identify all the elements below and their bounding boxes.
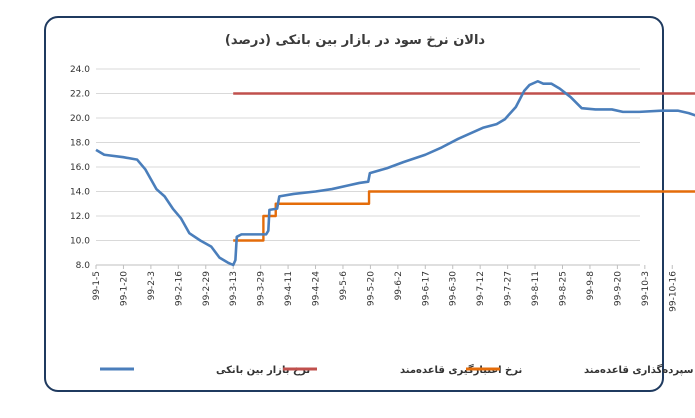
- x-tick-label: 99-1-20: [119, 271, 129, 306]
- x-tick-label: 99-2-3: [147, 271, 157, 300]
- x-tick-label: 99-10-3: [641, 271, 651, 306]
- x-tick-label: 99-2-29: [202, 271, 212, 306]
- y-tick-label: 20.0: [70, 114, 90, 124]
- y-tick-label: 18.0: [70, 139, 90, 149]
- y-tick-label: 16.0: [70, 163, 90, 173]
- y-tick-label: 14.0: [70, 188, 90, 198]
- legend-label: نرخ بازار بین بانکی: [216, 365, 310, 376]
- x-tick-label: 99-6-2: [394, 271, 404, 300]
- x-tick-label: 99-4-24: [312, 271, 322, 306]
- x-tick-label: 99-7-27: [504, 271, 514, 306]
- x-tick-label: 99-8-11: [531, 271, 541, 306]
- y-tick-label: 12.0: [70, 212, 90, 222]
- x-tick-label: 99-5-20: [366, 271, 376, 306]
- series-line-0: [95, 79, 695, 267]
- x-tick-label: 99-9-8: [586, 271, 596, 301]
- y-tick-label: 24.0: [70, 65, 90, 75]
- x-tick-label: 99-3-13: [229, 271, 239, 306]
- y-tick-label: 8.0: [76, 261, 91, 271]
- x-tick-label: 99-3-29: [257, 271, 267, 306]
- y-tick-label: 22.0: [70, 90, 90, 100]
- x-tick-label: 99-9-20: [613, 271, 623, 306]
- chart-title: دالان نرخ سود در بازار بین بانکی (درصد): [225, 33, 486, 48]
- x-tick-label: 99-7-12: [476, 271, 486, 306]
- x-tick-label: 99-10-16: [668, 271, 678, 312]
- x-tick-label: 99-5-6: [339, 271, 349, 301]
- y-tick-label: 10.0: [70, 237, 90, 247]
- x-tick-label: 99-6-17: [421, 271, 431, 306]
- x-tick-label: 99-1-5: [92, 271, 102, 300]
- x-tick-label: 99-6-30: [449, 271, 459, 306]
- x-tick-label: 99-2-16: [174, 271, 184, 306]
- legend-label: نرخ سپرده‌گذاری قاعده‌مند: [584, 363, 695, 376]
- x-tick-label: 99-4-11: [284, 271, 294, 306]
- legend-label: نرخ اعتبارگیری قاعده‌مند: [400, 363, 522, 376]
- x-tick-label: 99-8-25: [558, 271, 568, 306]
